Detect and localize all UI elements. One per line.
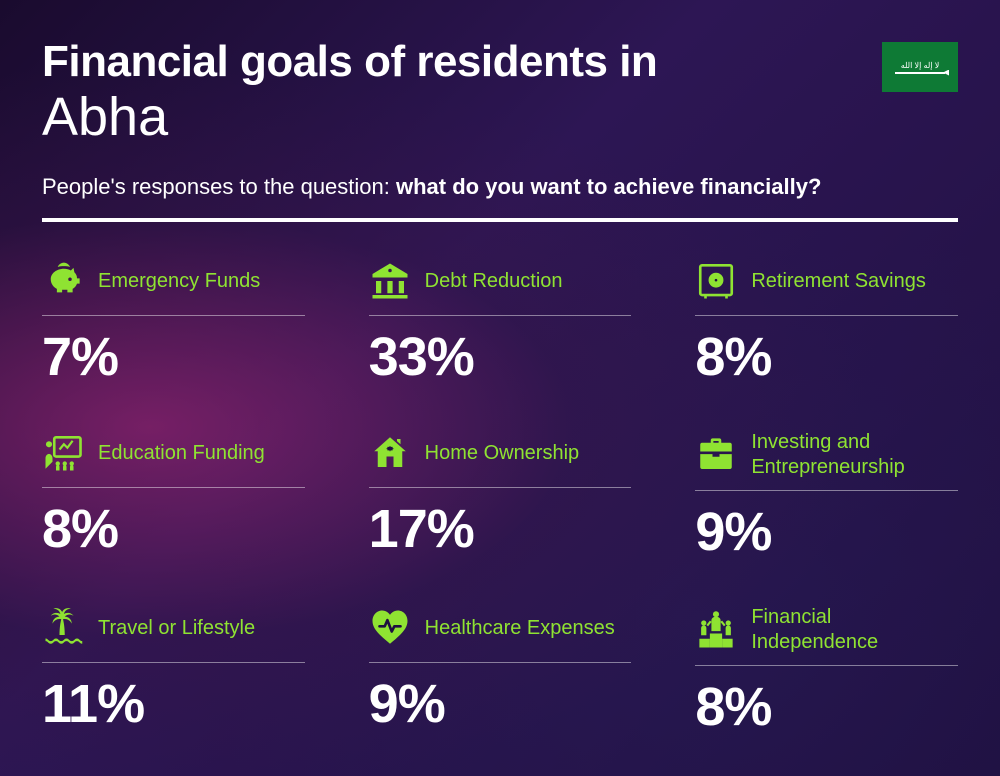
subtitle: People's responses to the question: what…: [42, 174, 958, 200]
goal-head: Healthcare Expenses: [369, 605, 632, 663]
heart-pulse-icon: [369, 607, 411, 649]
subtitle-prefix: People's responses to the question:: [42, 174, 396, 199]
goal-head: Financial Independence: [695, 605, 958, 666]
flag-script: لا إله إلا الله: [901, 61, 940, 70]
goal-head: Investing and Entrepreneurship: [695, 430, 958, 491]
goal-value: 7%: [42, 326, 305, 388]
goal-value: 8%: [695, 676, 958, 738]
subtitle-question: what do you want to achieve financially?: [396, 174, 821, 199]
palm-icon: [42, 607, 84, 649]
flag-saudi-arabia: لا إله إلا الله: [882, 42, 958, 92]
title-city: Abha: [42, 88, 958, 147]
goal-debt-reduction: Debt Reduction 33%: [369, 258, 632, 388]
house-icon: [369, 432, 411, 474]
header-divider: [42, 218, 958, 222]
goal-education-funding: Education Funding 8%: [42, 430, 305, 563]
presentation-icon: [42, 432, 84, 474]
bank-icon: [369, 260, 411, 302]
goal-head: Emergency Funds: [42, 258, 305, 316]
goal-label: Home Ownership: [425, 441, 580, 466]
goal-financial-independence: Financial Independence 8%: [695, 605, 958, 738]
title-line1: Financial goals of residents in: [42, 38, 958, 86]
goal-label: Investing and Entrepreneurship: [751, 430, 958, 480]
goal-head: Home Ownership: [369, 430, 632, 488]
goal-label: Travel or Lifestyle: [98, 616, 255, 641]
goal-value: 8%: [695, 326, 958, 388]
goal-value: 9%: [369, 673, 632, 735]
goal-emergency-funds: Emergency Funds 7%: [42, 258, 305, 388]
goal-home-ownership: Home Ownership 17%: [369, 430, 632, 563]
goal-value: 8%: [42, 498, 305, 560]
goal-investing-entrepreneurship: Investing and Entrepreneurship 9%: [695, 430, 958, 563]
goal-healthcare-expenses: Healthcare Expenses 9%: [369, 605, 632, 738]
header: Financial goals of residents in Abha لا …: [42, 38, 958, 222]
goal-value: 11%: [42, 673, 305, 735]
goal-label: Retirement Savings: [751, 269, 926, 294]
goal-travel-lifestyle: Travel or Lifestyle 11%: [42, 605, 305, 738]
goal-head: Education Funding: [42, 430, 305, 488]
goal-value: 33%: [369, 326, 632, 388]
goal-retirement-savings: Retirement Savings 8%: [695, 258, 958, 388]
goal-head: Retirement Savings: [695, 258, 958, 316]
goal-label: Debt Reduction: [425, 269, 563, 294]
goal-label: Education Funding: [98, 441, 265, 466]
piggy-bank-icon: [42, 260, 84, 302]
goal-label: Emergency Funds: [98, 269, 260, 294]
goals-grid: Emergency Funds 7% Debt Reduction 33% Re…: [42, 258, 958, 738]
safe-icon: [695, 260, 737, 302]
podium-icon: [695, 609, 737, 651]
briefcase-icon: [695, 434, 737, 476]
goal-value: 17%: [369, 498, 632, 560]
goal-label: Healthcare Expenses: [425, 616, 615, 641]
goal-value: 9%: [695, 501, 958, 563]
goal-head: Debt Reduction: [369, 258, 632, 316]
flag-sword-icon: [895, 72, 945, 74]
goal-label: Financial Independence: [751, 605, 958, 655]
goal-head: Travel or Lifestyle: [42, 605, 305, 663]
